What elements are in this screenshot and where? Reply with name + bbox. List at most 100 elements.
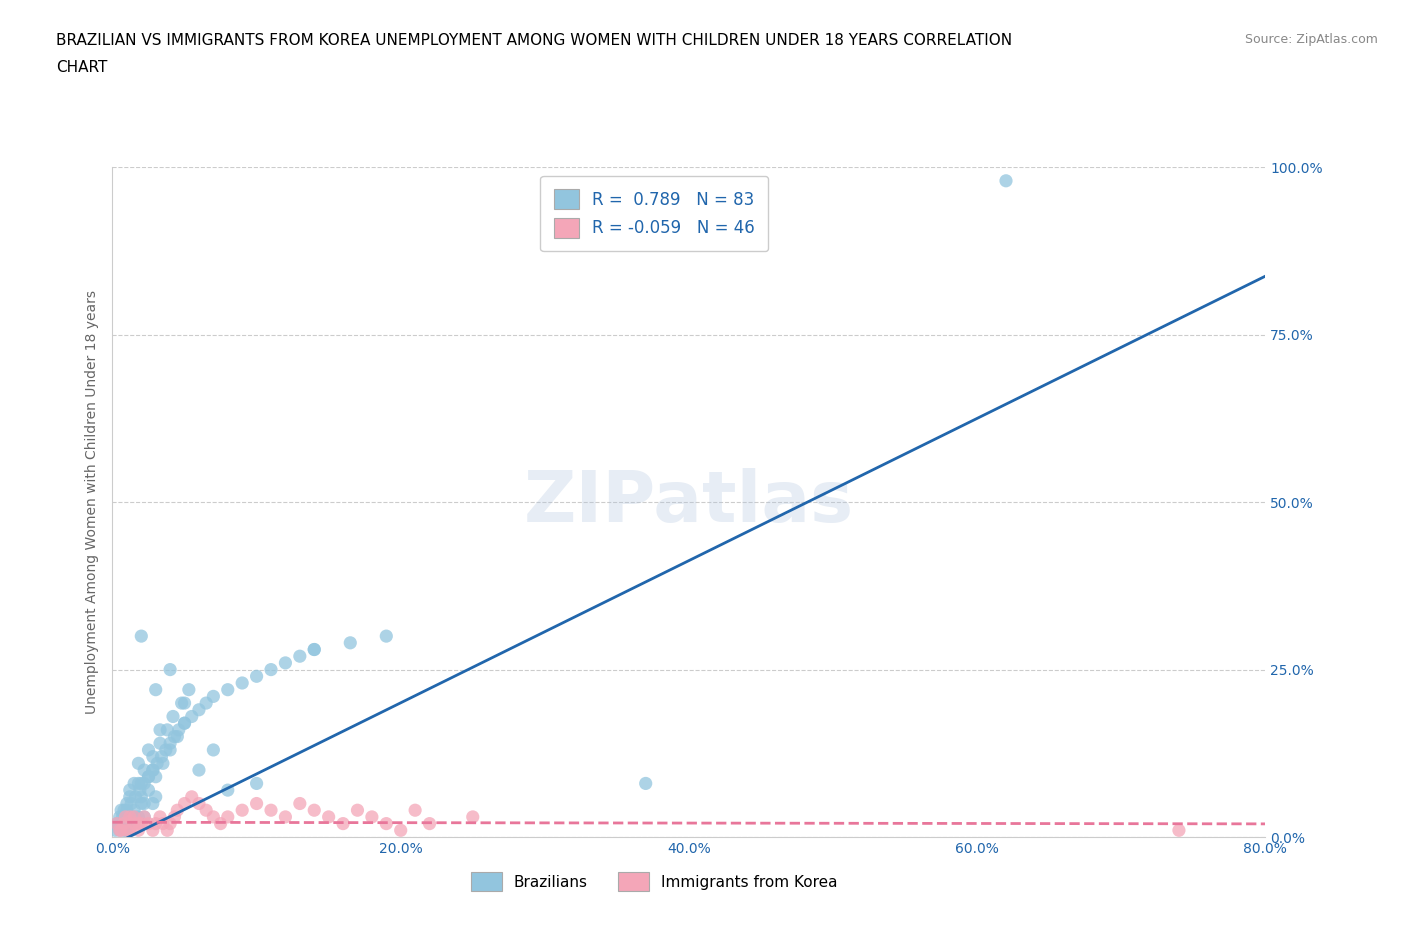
Point (170, 696, 193, 711)
Point (375, 629, 398, 644)
Point (134, 809, 156, 824)
Point (115, 796, 138, 811)
Point (163, 809, 186, 824)
Point (159, 662, 181, 677)
Point (304, 803, 326, 817)
Point (149, 736, 172, 751)
Point (167, 723, 190, 737)
Point (127, 823, 149, 838)
Point (318, 809, 340, 824)
Point (166, 803, 188, 817)
Point (195, 696, 218, 711)
Point (129, 790, 153, 804)
Point (332, 817, 354, 831)
Point (188, 702, 211, 717)
Point (127, 756, 149, 771)
Legend: Brazilians, Immigrants from Korea: Brazilians, Immigrants from Korea (458, 860, 849, 903)
Point (145, 790, 167, 804)
Point (159, 817, 181, 831)
Point (146, 756, 169, 771)
Text: CHART: CHART (56, 60, 108, 75)
Point (149, 723, 172, 737)
Point (1167, 823, 1189, 838)
Point (149, 809, 172, 824)
Point (360, 809, 382, 824)
Point (152, 817, 174, 831)
Point (245, 796, 267, 811)
Point (274, 809, 297, 824)
Point (304, 642, 326, 657)
Point (142, 763, 165, 777)
Point (166, 729, 188, 744)
Point (288, 796, 311, 811)
Point (142, 763, 165, 777)
Point (145, 817, 167, 831)
Point (209, 817, 232, 831)
Point (134, 809, 156, 824)
Point (152, 756, 174, 771)
Point (461, 809, 484, 824)
Point (127, 817, 149, 831)
Point (134, 776, 156, 790)
Point (129, 796, 153, 811)
Point (245, 776, 267, 790)
Point (118, 823, 141, 838)
Point (245, 669, 267, 684)
Point (134, 763, 156, 777)
Point (118, 783, 141, 798)
Point (118, 817, 141, 831)
Point (138, 742, 160, 757)
Point (122, 809, 145, 824)
Point (419, 817, 441, 831)
Point (115, 817, 138, 831)
Point (346, 803, 368, 817)
Point (159, 742, 181, 757)
Point (231, 675, 253, 690)
Point (127, 776, 149, 790)
Text: Source: ZipAtlas.com: Source: ZipAtlas.com (1244, 33, 1378, 46)
Point (260, 803, 283, 817)
Point (173, 716, 195, 731)
Point (180, 790, 202, 804)
Point (202, 809, 225, 824)
Point (202, 689, 225, 704)
Point (217, 683, 239, 698)
Point (162, 709, 184, 724)
Point (115, 803, 138, 817)
Point (389, 823, 412, 838)
Point (118, 809, 141, 824)
Point (115, 823, 138, 838)
Point (150, 750, 173, 764)
Point (995, 173, 1018, 188)
Point (217, 783, 239, 798)
Point (155, 742, 177, 757)
Point (173, 696, 195, 711)
Point (122, 803, 145, 817)
Point (108, 809, 131, 824)
Point (202, 742, 225, 757)
Point (138, 817, 160, 831)
Point (156, 723, 179, 737)
Point (404, 803, 426, 817)
Point (105, 817, 128, 831)
Point (128, 783, 150, 798)
Point (288, 649, 311, 664)
Point (112, 817, 135, 831)
Y-axis label: Unemployment Among Women with Children Under 18 years: Unemployment Among Women with Children U… (84, 290, 98, 714)
Point (138, 783, 160, 798)
Point (110, 823, 132, 838)
Point (173, 796, 195, 811)
Point (260, 662, 283, 677)
Point (122, 776, 145, 790)
Point (111, 809, 134, 824)
Point (163, 729, 186, 744)
Point (274, 656, 297, 671)
Point (114, 809, 136, 824)
Point (142, 750, 165, 764)
Point (129, 629, 153, 644)
Point (634, 776, 657, 790)
Point (188, 763, 211, 777)
Point (145, 683, 167, 698)
Point (108, 823, 131, 838)
Point (118, 790, 141, 804)
